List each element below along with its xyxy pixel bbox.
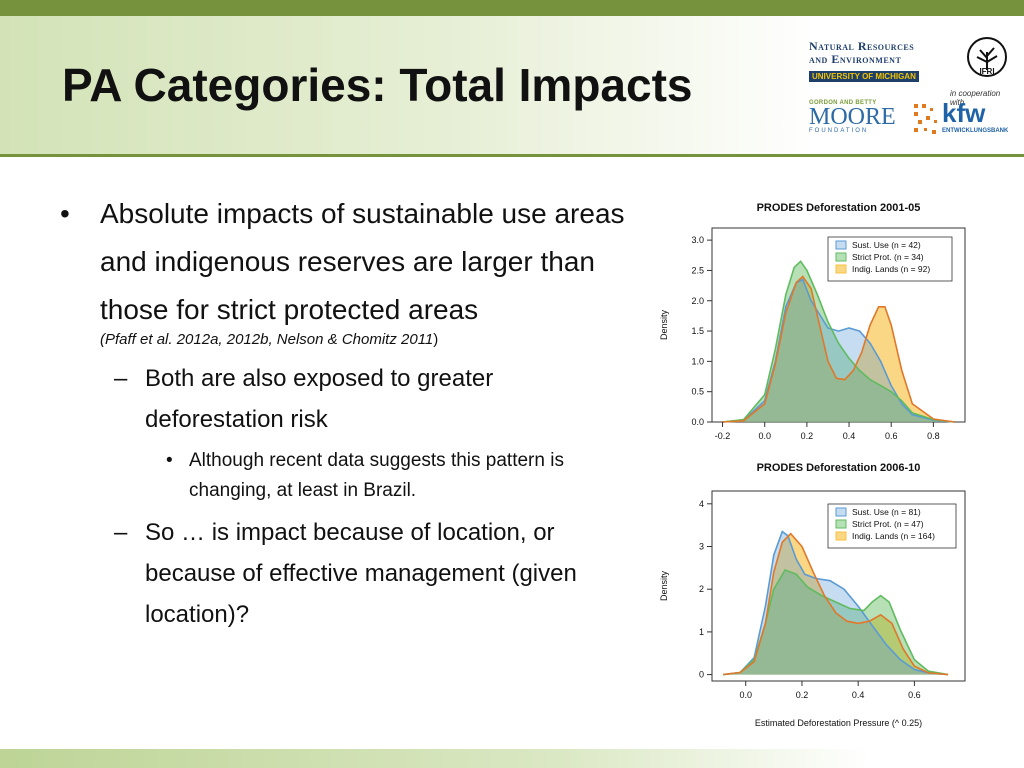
legend-swatch [835,252,847,262]
series-line-2 [722,275,955,423]
legend-label: Strict Prot. (n = 47) [852,519,924,529]
x-tick-label: 0.0 [739,690,752,700]
moore-logo-top: GORDON AND BETTY [809,100,877,106]
bullet-marker: • [166,450,173,471]
bullet-level3-text: Although recent data suggests this patte… [189,450,564,501]
moore-logo-name: MOORE [809,104,896,130]
x-tick-label: -0.2 [715,431,731,441]
chart-title: PRODES Deforestation 2006-10 [757,462,921,474]
x-tick-label: 0.6 [885,431,898,441]
bullet-level3: • Although recent data suggests this pat… [56,446,626,506]
x-tick-label: 0.6 [908,690,921,700]
legend-swatch [835,240,847,250]
cooperation-note: in cooperation with [950,89,1001,107]
legend-box [827,503,957,549]
series-area-2 [723,533,949,675]
title-rule [0,154,1024,157]
citation-text: (Pfaff et al. 2012a, 2012b, Nelson & Cho… [100,331,434,348]
bullet-level2-risk: – Both are also exposed to greater defor… [56,358,626,440]
chart-legend: Sust. Use (n = 81) Strict Prot. (n = 47) I… [827,503,957,549]
snre-logo-line3: UNIVERSITY OF MICHIGAN [809,71,919,82]
bullet-level2-question: – So … is impact because of location, or… [56,512,626,635]
kfw-dots-icon [914,104,937,134]
moore-foundation-logo: GORDON AND BETTY MOORE FOUNDATION [809,100,909,134]
snre-logo: Natural Resources and Environment UNIVER… [809,40,949,84]
legend-label: Indig. Lands (n = 164) [852,531,935,541]
sponsor-logos: Natural Resources and Environment UNIVER… [800,36,1016,148]
y-axis-label: Density [659,309,669,340]
kfw-logo-subtitle: ENTWICKLUNGSBANK [942,128,1009,134]
dash-marker: – [114,365,128,392]
y-tick-label: 2.5 [691,265,704,275]
moore-logo-bottom: FOUNDATION [809,128,869,134]
x-tick-label: 0.8 [927,431,940,441]
series-line-1 [722,260,955,423]
legend-label: Sust. Use (n = 81) [852,507,921,517]
ifri-logo-text: IFRI [979,67,994,76]
legend-label: Sust. Use (n = 42) [852,240,921,250]
slide-body: • Absolute impacts of sustainable use ar… [56,190,626,641]
bullet-level1: • Absolute impacts of sustainable use ar… [56,190,626,350]
x-tick-label: 0.4 [852,690,865,700]
citation-close: ) [433,331,439,348]
legend-label: Indig. Lands (n = 92) [852,264,930,274]
x-tick-label: 0.0 [758,431,771,441]
y-tick-label: 4 [699,499,704,509]
density-chart-2006-10: PRODES Deforestation 2006-10 0 1 2 3 4 0.0 0.2 0… [659,462,966,728]
snre-logo-line1: Natural Resources [809,39,915,53]
x-tick-label: 0.2 [796,690,809,700]
bullet-marker: • [60,198,70,229]
x-axis-label: Estimated Deforestation Pressure (^ 0.25… [755,718,922,728]
snre-logo-line2: and Environment [809,52,902,66]
series-area-0 [722,279,955,422]
legend-box [827,236,953,282]
bullet-level2-question-text: So … is impact because of location, or b… [145,519,577,628]
top-accent-strip [0,0,1024,16]
bottom-accent-strip [0,749,1024,768]
y-tick-label: 1 [699,627,704,637]
legend-swatch [835,531,847,541]
bullet-level2-risk-text: Both are also exposed to greater defores… [145,365,494,433]
y-tick-label: 2.0 [691,296,704,306]
y-tick-label: 1.5 [691,326,704,336]
y-tick-label: 1.0 [691,356,704,366]
legend-swatch [835,264,847,274]
series-area-2 [722,276,955,422]
kfw-logo-text: kfw [942,98,986,128]
citation: (Pfaff et al. 2012a, 2012b, Nelson & Cho… [100,330,626,350]
y-tick-label: 3.0 [691,235,704,245]
title-band [0,16,1024,154]
series-area-1 [722,261,955,422]
legend-swatch [835,519,847,529]
y-axis-label: Density [659,570,669,601]
dash-marker: – [114,519,128,546]
plot-frame [711,490,966,682]
bullet-level1-text: Absolute impacts of sustainable use area… [100,198,625,325]
slide-title: PA Categories: Total Impacts [62,59,693,111]
y-tick-label: 3 [699,542,704,552]
chart-title: PRODES Deforestation 2001-05 [757,202,921,214]
chart-legend: Sust. Use (n = 42) Strict Prot. (n = 34) I… [827,236,953,282]
legend-label: Strict Prot. (n = 34) [852,252,924,262]
y-tick-label: 0.0 [691,417,704,427]
y-tick-label: 0.5 [691,387,704,397]
series-line-2 [723,532,949,676]
y-tick-label: 0 [699,670,704,680]
density-chart-2001-05: PRODES Deforestation 2001-05 0.0 0.5 1.0 1.5… [659,202,966,441]
ifri-logo-icon: IFRI [967,37,1007,77]
x-tick-label: 0.2 [801,431,814,441]
y-tick-label: 2 [699,584,704,594]
series-area-0 [723,531,949,675]
legend-swatch [835,507,847,517]
series-area-1 [723,570,949,675]
x-tick-label: 0.4 [843,431,856,441]
